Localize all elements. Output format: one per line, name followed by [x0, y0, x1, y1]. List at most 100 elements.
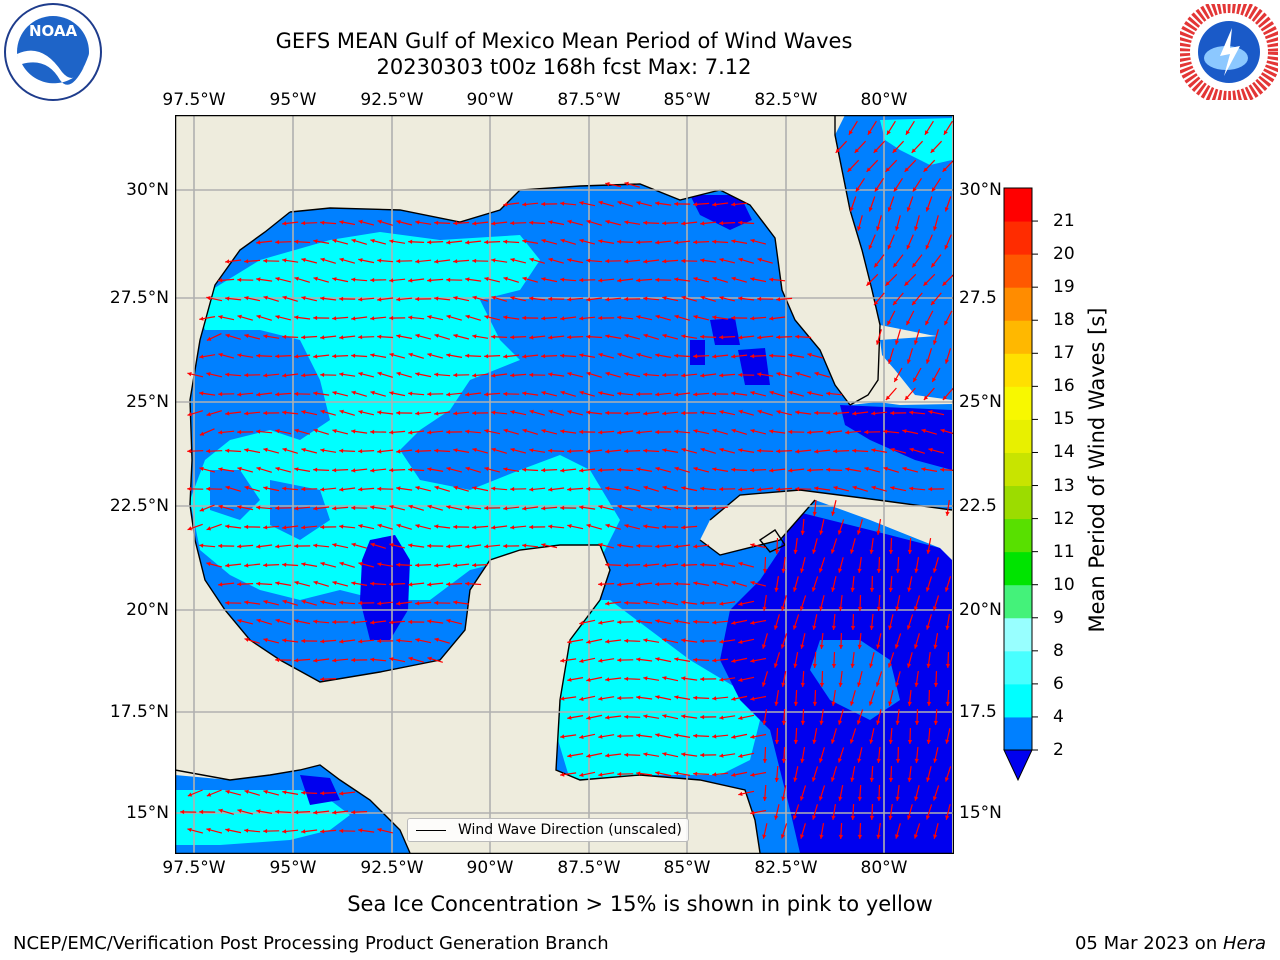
wind-wave-arrow-head	[313, 354, 318, 359]
wind-wave-arrow-head	[332, 580, 337, 585]
colorbar-tick-label: 18	[1053, 310, 1075, 331]
sea-ice-note-text: Sea Ice Concentration > 15% is shown in …	[347, 892, 933, 916]
wind-wave-arrow-head	[731, 391, 736, 396]
wind-wave-arrow-head	[434, 411, 439, 416]
wind-wave-arrow-head	[674, 277, 679, 282]
wind-wave-arrow-head	[681, 525, 686, 530]
lat-label-right: 27.5	[959, 288, 997, 308]
wind-wave-arrow-head	[586, 297, 591, 302]
wind-wave-arrow-head	[750, 734, 755, 739]
wind-wave-arrow-head	[560, 353, 565, 358]
wind-wave-arrow-head	[888, 587, 893, 592]
wind-wave-arrow-head	[491, 258, 496, 263]
colorbar-segment	[1004, 650, 1032, 685]
wind-wave-arrow-head	[282, 486, 287, 491]
wind-wave-arrow-head	[320, 487, 325, 492]
wind-wave-arrow-head	[700, 373, 705, 378]
wind-wave-arrow-head	[510, 447, 515, 452]
wind-wave-arrow-head	[826, 391, 831, 396]
wind-wave-arrow-head	[769, 277, 774, 282]
wind-wave-arrow-head	[867, 130, 872, 135]
wind-wave-arrow-head	[814, 371, 819, 376]
wind-wave-arrow-head	[681, 563, 686, 568]
wind-wave-arrow-head	[655, 771, 660, 776]
wind-wave-arrow-head	[484, 392, 489, 397]
wind-wave-arrow-head	[339, 487, 344, 492]
wind-wave-arrow-head	[408, 543, 413, 548]
wind-wave-arrow-head	[712, 315, 717, 320]
wind-wave-arrow-head	[377, 562, 382, 567]
wind-wave-arrow-head	[560, 390, 565, 395]
wind-wave-arrow-head	[942, 167, 947, 172]
wind-wave-arrow-head	[586, 410, 591, 415]
wind-wave-arrow-head	[909, 410, 914, 415]
wind-wave-arrow-head	[529, 296, 534, 301]
wind-wave-arrow-head	[662, 259, 667, 264]
wind-wave-arrow-head	[875, 682, 880, 687]
wind-wave-arrow-head	[244, 448, 249, 453]
wind-wave-arrow-head	[885, 395, 891, 400]
wind-wave-arrow-head	[396, 486, 401, 491]
wind-wave-arrow-head	[377, 371, 382, 376]
wind-wave-arrow-head	[560, 772, 565, 777]
wind-wave-arrow-head	[199, 507, 205, 512]
wind-wave-arrow-head	[655, 619, 660, 624]
wind-wave-arrow-head	[885, 281, 890, 286]
wind-wave-arrow-head	[655, 695, 660, 700]
wind-wave-arrow-head	[812, 739, 817, 744]
wind-wave-arrow-head	[567, 753, 572, 758]
wind-wave-arrow-head	[845, 430, 850, 435]
wind-wave-arrow-head	[712, 239, 717, 244]
wind-wave-arrow-head	[586, 523, 591, 528]
wind-wave-arrow-head	[662, 563, 667, 568]
wind-wave-arrow-head	[655, 466, 660, 471]
wind-wave-arrow-head	[643, 638, 648, 643]
wind-wave-arrow-head	[793, 587, 798, 592]
wind-wave-arrow-head	[415, 449, 420, 454]
wind-wave-arrow-head	[893, 300, 898, 306]
wind-wave-arrow-head	[700, 334, 705, 339]
map-legend: Wind Wave Direction (unscaled)	[407, 818, 689, 842]
wind-wave-arrow-head	[819, 644, 824, 649]
colorbar-tick-label: 20	[1053, 244, 1075, 265]
wind-wave-arrow-head	[781, 682, 786, 687]
wind-wave-arrow-head	[282, 638, 287, 643]
wind-wave-arrow-head	[624, 563, 629, 568]
wind-wave-arrow-head	[762, 720, 767, 725]
wind-wave-arrow-head	[453, 448, 458, 453]
wind-wave-arrow-head	[598, 315, 603, 321]
wind-wave-arrow-head	[776, 335, 781, 340]
blue-patch	[270, 480, 330, 540]
wind-wave-arrow-head	[389, 468, 394, 473]
darkblue-region-bay	[360, 535, 410, 640]
wind-wave-arrow-head	[826, 430, 831, 435]
wind-wave-arrow-head	[206, 827, 211, 832]
wind-wave-arrow-head	[750, 468, 755, 473]
colorbar-tick-label: 21	[1053, 211, 1075, 232]
wind-wave-arrow-head	[793, 549, 798, 554]
wind-wave-arrow-head	[617, 734, 622, 739]
wind-wave-arrow-head	[773, 625, 779, 630]
wind-wave-arrow-head	[560, 734, 565, 739]
wind-wave-arrow-head	[567, 677, 572, 682]
wind-wave-arrow-head	[693, 695, 698, 700]
wind-wave-arrow-head	[237, 429, 242, 435]
wind-wave-arrow-head	[263, 258, 268, 263]
wind-wave-arrow-head	[275, 392, 280, 397]
wind-wave-arrow-head	[617, 504, 622, 509]
wind-wave-arrow-head	[465, 277, 470, 282]
wind-wave-arrow-head	[465, 581, 470, 586]
wind-wave-arrow-head	[925, 815, 930, 820]
wind-wave-arrow-head	[838, 796, 843, 801]
wind-wave-arrow-head	[819, 720, 824, 725]
wind-wave-arrow-head	[913, 340, 919, 345]
wind-wave-arrow-head	[332, 543, 337, 548]
wind-wave-arrow-head	[472, 295, 477, 300]
wind-wave-arrow-head	[453, 600, 458, 605]
wind-wave-arrow-head	[712, 580, 717, 585]
wind-wave-arrow-head	[643, 485, 648, 490]
wind-wave-arrow-head	[774, 740, 780, 744]
wind-wave-arrow-head	[389, 391, 394, 396]
wind-wave-arrow-head	[681, 714, 686, 719]
wind-wave-arrow-head	[237, 466, 242, 471]
